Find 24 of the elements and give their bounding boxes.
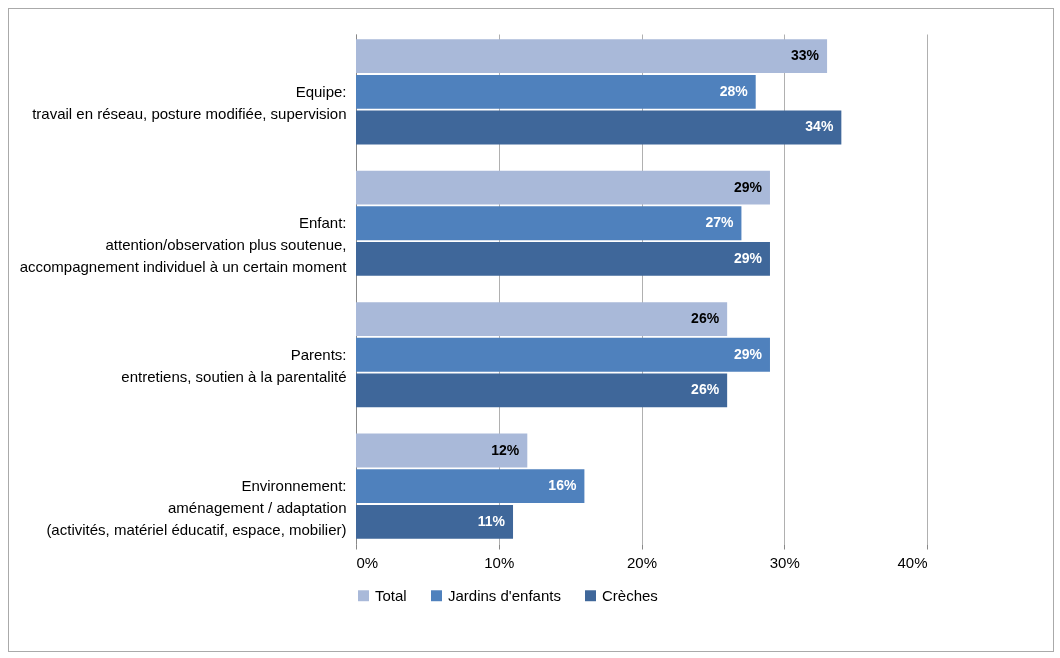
y-tick-label: Environnement: aménagement / adaptation (activités, matériel éducatif, espace, mobilier) (46, 477, 347, 539)
x-tick-label: 40% (897, 553, 928, 571)
data-label: 11% (477, 512, 506, 529)
y-tick-label: Equipe: travail en réseau, posture modifiée, supervision (32, 82, 347, 122)
legend-label: Jardins d'enfants (448, 586, 561, 604)
data-label: 26% (691, 310, 720, 327)
data-label: 26% (691, 381, 720, 398)
data-label: 12% (491, 441, 520, 458)
x-tick-label: 30% (769, 553, 800, 571)
data-label: 29% (733, 345, 763, 362)
data-label: 27% (705, 214, 734, 231)
data-label: 29% (733, 249, 763, 266)
x-tick-label: 0% (356, 553, 379, 571)
x-tick-label: 10% (484, 553, 515, 571)
x-tick-label: 20% (626, 553, 658, 571)
legend-label: Total (375, 586, 407, 604)
data-label: 28% (719, 82, 749, 99)
data-label: 34% (805, 118, 834, 135)
y-tick-label: Parents: entretiens, soutien à la parentalité (121, 345, 347, 385)
legend-label: Crèches (602, 586, 658, 604)
data-label: 29% (733, 178, 763, 195)
data-label: 16% (548, 477, 577, 494)
y-tick-label: Enfant: attention/observation plus soutenue, accompagnement individuel à un certain moment (19, 214, 348, 276)
data-label: 33% (791, 47, 820, 64)
